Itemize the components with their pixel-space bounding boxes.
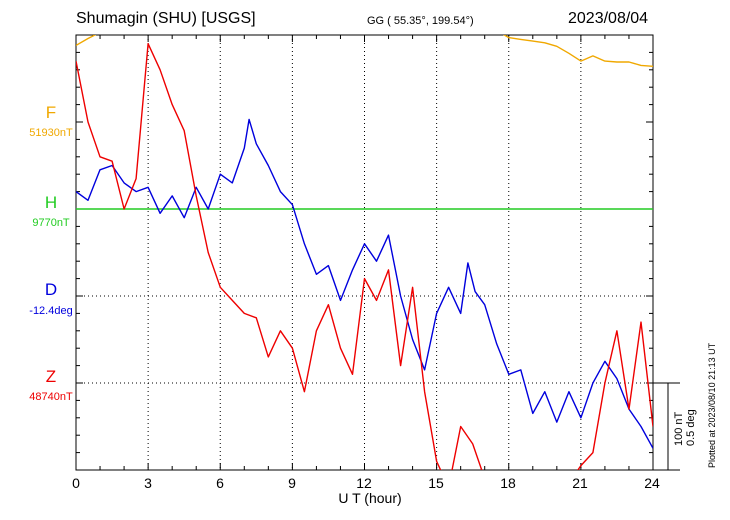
f-value: 51930nT [29,127,73,139]
h-label: H [44,193,58,212]
plot-date: 2023/08/04 [568,10,649,27]
x-tick-18: 18 [500,475,516,491]
scale-bar [653,382,680,471]
series-d-line [76,118,653,449]
x-tick-24: 24 [644,475,660,491]
station-title: Shumagin (SHU) [USGS] [76,10,256,27]
tick-layer [75,34,654,471]
d-label: D [44,280,58,299]
plot-frame [75,34,654,471]
h-value: 9770nT [32,217,70,229]
x-tick-21: 21 [572,475,588,491]
d-value: -12.4deg [29,305,73,317]
series-f-line [76,35,653,67]
z-label: Z [45,367,57,386]
f-label: F [45,103,57,122]
plotted-timestamp: Plotted at 2023/08/10 21:13 UT [707,342,717,468]
x-axis-label: U T (hour) [338,490,402,506]
x-tick-9: 9 [288,475,296,491]
grid-layer [76,34,653,470]
x-tick-3: 3 [144,475,152,491]
x-tick-12: 12 [356,475,372,491]
z-value: 48740nT [29,391,73,403]
series-z-line [76,43,653,470]
x-tick-6: 6 [216,475,224,491]
x-tick-15: 15 [428,475,444,491]
scale-label-nt: 100 nT [673,411,685,446]
station-coords: GG ( 55.35°, 199.54°) [367,15,474,27]
x-tick-0: 0 [72,475,80,491]
series-layer [76,35,653,470]
scale-label-deg: 0.5 deg [685,409,697,446]
